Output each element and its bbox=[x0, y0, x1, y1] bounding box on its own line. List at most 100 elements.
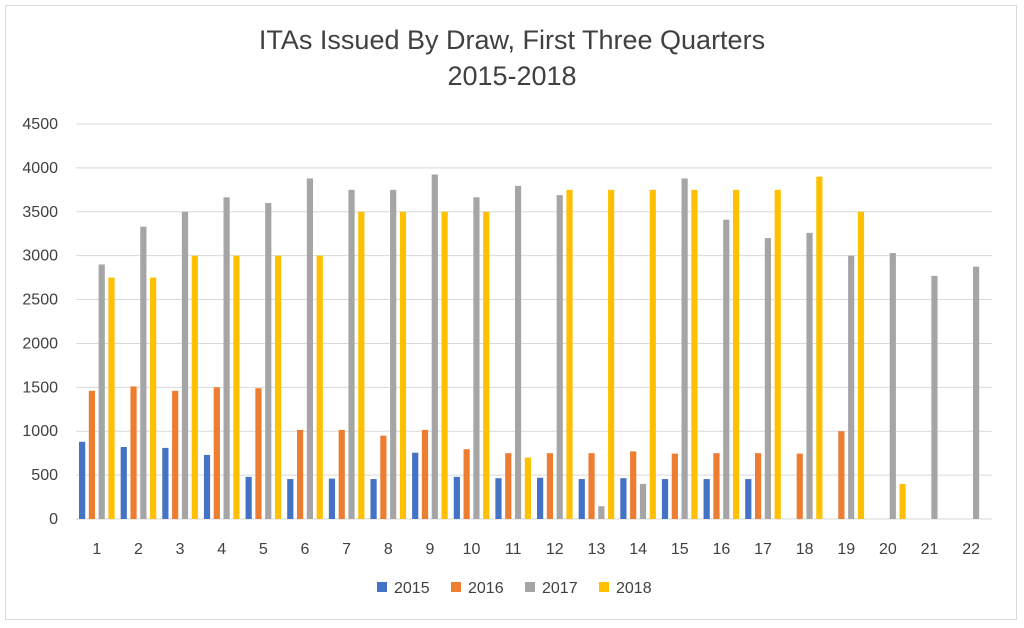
bars bbox=[79, 174, 980, 520]
bar-2018-3 bbox=[191, 255, 198, 519]
x-tick-label: 12 bbox=[546, 541, 564, 558]
bar-2016-15 bbox=[671, 453, 678, 519]
bar-2016-1 bbox=[88, 390, 96, 519]
x-tick-label: 16 bbox=[712, 541, 730, 558]
bar-2015-5 bbox=[245, 476, 252, 519]
bar-2017-13 bbox=[598, 506, 605, 519]
bar-2016-6 bbox=[297, 429, 304, 519]
legend-swatch-2018 bbox=[599, 582, 609, 592]
bar-2018-9 bbox=[441, 211, 448, 519]
bar-2018-13 bbox=[608, 189, 615, 520]
bar-2017-11 bbox=[514, 185, 522, 519]
bar-2015-1 bbox=[79, 441, 86, 519]
bar-2016-4 bbox=[213, 387, 220, 519]
x-tick-label: 21 bbox=[921, 541, 939, 558]
bar-2018-7 bbox=[358, 211, 365, 519]
bar-2015-17 bbox=[745, 479, 752, 519]
bar-2015-15 bbox=[661, 479, 669, 519]
bar-2017-21 bbox=[931, 275, 938, 519]
legend-label-2015: 2015 bbox=[394, 580, 430, 597]
y-tick-label: 3000 bbox=[22, 248, 58, 265]
bar-2018-19 bbox=[857, 211, 865, 519]
legend: 2015 2016 2017 2018 bbox=[377, 580, 652, 597]
bar-2015-8 bbox=[370, 479, 377, 519]
x-tick-label: 19 bbox=[837, 541, 855, 558]
bar-2016-3 bbox=[172, 390, 179, 519]
x-tick-label: 4 bbox=[217, 541, 226, 558]
x-tick-label: 14 bbox=[629, 541, 647, 558]
bar-2017-17 bbox=[764, 238, 771, 519]
bar-2015-7 bbox=[328, 478, 336, 519]
bar-2018-4 bbox=[233, 255, 240, 519]
bar-2018-11 bbox=[524, 457, 531, 519]
x-tick-label: 11 bbox=[505, 541, 522, 558]
x-tick-label: 18 bbox=[796, 541, 814, 558]
bar-2017-2 bbox=[140, 226, 147, 519]
bar-2017-4 bbox=[223, 197, 230, 520]
bar-2017-12 bbox=[556, 195, 563, 519]
bar-2017-7 bbox=[348, 189, 355, 520]
bar-2018-14 bbox=[649, 189, 656, 520]
bar-2018-12 bbox=[566, 189, 573, 520]
legend-label-2016: 2016 bbox=[468, 580, 504, 597]
y-tick-label: 2000 bbox=[22, 335, 58, 352]
x-tick-label: 3 bbox=[176, 541, 185, 558]
bar-2016-8 bbox=[380, 435, 387, 519]
bar-2015-4 bbox=[203, 454, 211, 519]
bar-2015-16 bbox=[703, 479, 710, 519]
bar-2016-12 bbox=[546, 453, 554, 519]
bar-2016-17 bbox=[755, 453, 762, 519]
bar-2017-5 bbox=[265, 203, 272, 519]
x-tick-label: 5 bbox=[259, 541, 268, 558]
bar-2017-18 bbox=[806, 232, 813, 519]
bar-2018-20 bbox=[899, 483, 906, 519]
y-tick-label: 0 bbox=[49, 511, 58, 528]
y-tick-label: 1500 bbox=[22, 379, 58, 396]
bar-2016-14 bbox=[630, 451, 637, 519]
bar-2016-5 bbox=[255, 388, 262, 519]
bar-2017-8 bbox=[390, 189, 397, 520]
bar-2015-11 bbox=[495, 478, 502, 519]
x-tick-label: 20 bbox=[879, 541, 897, 558]
x-tick-label: 8 bbox=[384, 541, 393, 558]
x-tick-label: 1 bbox=[92, 541, 101, 558]
bar-2018-2 bbox=[150, 277, 157, 519]
x-axis-ticks: 1 2 3 4 5 6 7 8 9 10 11 12 13 14 15 16 17 18 19 20 21 22 bbox=[92, 541, 980, 558]
bar-2016-19 bbox=[838, 431, 845, 519]
bar-2017-14 bbox=[639, 483, 647, 519]
bar-2018-18 bbox=[816, 176, 823, 519]
chart-title-line2: 2015-2018 bbox=[447, 61, 577, 91]
bar-2017-15 bbox=[681, 178, 688, 519]
bar-2017-10 bbox=[473, 197, 480, 520]
bar-2017-6 bbox=[306, 178, 313, 519]
gridlines bbox=[76, 123, 992, 520]
y-tick-label: 4500 bbox=[22, 116, 58, 133]
x-tick-label: 7 bbox=[342, 541, 351, 558]
y-tick-label: 500 bbox=[31, 467, 58, 484]
legend-swatch-2015 bbox=[377, 582, 387, 592]
bar-2017-20 bbox=[889, 253, 896, 520]
y-tick-label: 2500 bbox=[22, 292, 58, 309]
bar-2018-16 bbox=[732, 189, 740, 520]
bar-2015-13 bbox=[578, 479, 585, 519]
chart-title: ITAs Issued By Draw, First Three Quarter… bbox=[0, 22, 1024, 94]
bar-2015-9 bbox=[412, 452, 419, 519]
bar-2015-6 bbox=[287, 479, 294, 519]
bar-2017-3 bbox=[181, 211, 189, 519]
x-tick-label: 2 bbox=[134, 541, 143, 558]
bar-2016-9 bbox=[421, 429, 429, 519]
legend-label-2017: 2017 bbox=[542, 580, 578, 597]
x-tick-label: 9 bbox=[425, 541, 434, 558]
bar-2016-2 bbox=[130, 386, 137, 519]
bar-2017-22 bbox=[972, 266, 980, 519]
bar-2018-17 bbox=[774, 189, 781, 520]
x-tick-label: 17 bbox=[754, 541, 772, 558]
bar-2018-10 bbox=[483, 211, 490, 519]
x-tick-label: 6 bbox=[301, 541, 310, 558]
bar-2015-3 bbox=[162, 447, 169, 519]
bar-2018-15 bbox=[691, 189, 698, 520]
bar-2016-13 bbox=[588, 453, 595, 519]
x-tick-label: 22 bbox=[962, 541, 980, 558]
bar-2016-10 bbox=[463, 449, 470, 519]
